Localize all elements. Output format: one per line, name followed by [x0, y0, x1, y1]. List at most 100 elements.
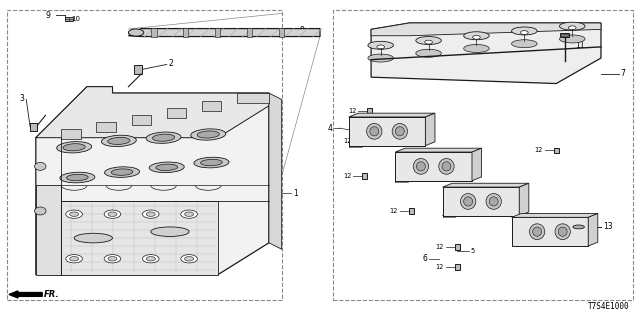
Ellipse shape	[108, 137, 130, 144]
Text: 12: 12	[348, 108, 356, 114]
Circle shape	[180, 210, 197, 218]
Circle shape	[66, 255, 83, 263]
Ellipse shape	[442, 162, 451, 171]
Bar	[152, 28, 157, 37]
Circle shape	[104, 210, 121, 218]
Bar	[247, 28, 252, 37]
Polygon shape	[349, 113, 435, 117]
Ellipse shape	[60, 172, 95, 183]
Ellipse shape	[511, 40, 537, 48]
Circle shape	[70, 212, 79, 216]
Ellipse shape	[464, 197, 472, 206]
Polygon shape	[202, 101, 221, 111]
Ellipse shape	[367, 124, 382, 139]
Circle shape	[184, 257, 193, 261]
Text: 3: 3	[19, 94, 24, 103]
Bar	[349, 117, 426, 146]
Bar	[561, 34, 568, 36]
Ellipse shape	[146, 132, 181, 143]
Circle shape	[147, 212, 156, 216]
Text: 10: 10	[71, 16, 80, 22]
Bar	[362, 173, 367, 179]
Ellipse shape	[558, 227, 567, 236]
Circle shape	[180, 255, 197, 263]
Ellipse shape	[486, 194, 501, 209]
Ellipse shape	[104, 167, 140, 177]
Ellipse shape	[392, 124, 408, 139]
Polygon shape	[371, 23, 601, 84]
Bar	[134, 65, 142, 74]
Circle shape	[108, 212, 117, 216]
Ellipse shape	[489, 197, 498, 206]
Circle shape	[143, 255, 159, 263]
Ellipse shape	[156, 164, 177, 171]
Polygon shape	[61, 129, 81, 139]
Ellipse shape	[461, 194, 476, 209]
Bar	[443, 187, 519, 216]
Circle shape	[377, 45, 385, 49]
Circle shape	[143, 210, 159, 218]
Circle shape	[147, 257, 156, 261]
Text: 8: 8	[300, 26, 304, 35]
Bar	[367, 108, 372, 114]
Ellipse shape	[63, 144, 85, 151]
Circle shape	[104, 255, 121, 263]
Text: T7S4E1000: T7S4E1000	[588, 302, 630, 311]
Circle shape	[568, 26, 576, 30]
Text: 5: 5	[455, 212, 459, 218]
Text: 12: 12	[390, 208, 398, 214]
Ellipse shape	[151, 227, 189, 236]
Polygon shape	[426, 113, 435, 146]
Polygon shape	[519, 183, 529, 216]
Polygon shape	[61, 201, 218, 275]
Text: 12: 12	[343, 173, 351, 179]
Polygon shape	[237, 93, 269, 103]
Ellipse shape	[417, 162, 426, 171]
Text: 4: 4	[327, 124, 332, 132]
Bar	[333, 10, 633, 300]
Ellipse shape	[111, 169, 133, 175]
Ellipse shape	[101, 135, 136, 147]
Ellipse shape	[194, 157, 229, 168]
Text: 12: 12	[435, 264, 444, 270]
Text: FR.: FR.	[44, 290, 60, 299]
Ellipse shape	[555, 224, 570, 240]
Ellipse shape	[416, 49, 442, 57]
Polygon shape	[167, 108, 186, 118]
Bar	[455, 264, 460, 270]
Ellipse shape	[439, 158, 454, 174]
Ellipse shape	[197, 131, 220, 138]
Polygon shape	[9, 291, 42, 298]
Text: 6: 6	[422, 254, 428, 263]
Ellipse shape	[396, 127, 404, 136]
Circle shape	[66, 210, 83, 218]
Text: 12: 12	[343, 138, 351, 144]
Polygon shape	[371, 23, 601, 36]
Text: 5: 5	[362, 142, 365, 148]
Polygon shape	[443, 183, 529, 187]
Polygon shape	[511, 213, 598, 217]
Text: 5: 5	[470, 248, 474, 254]
Text: 2: 2	[169, 59, 173, 68]
Text: 9: 9	[45, 11, 51, 20]
Circle shape	[425, 40, 433, 44]
Bar	[409, 208, 414, 214]
Ellipse shape	[67, 174, 88, 181]
Ellipse shape	[413, 158, 429, 174]
Polygon shape	[129, 28, 320, 36]
Ellipse shape	[200, 159, 222, 166]
Bar	[396, 152, 472, 181]
Ellipse shape	[559, 22, 585, 30]
Bar	[554, 148, 559, 153]
Circle shape	[520, 31, 528, 35]
Ellipse shape	[149, 162, 184, 172]
Ellipse shape	[74, 233, 113, 243]
Bar	[7, 10, 282, 300]
Ellipse shape	[573, 225, 584, 229]
Circle shape	[70, 257, 79, 261]
Polygon shape	[36, 186, 61, 275]
Polygon shape	[97, 122, 116, 132]
Bar	[279, 28, 284, 37]
Polygon shape	[36, 87, 269, 275]
Ellipse shape	[57, 142, 92, 153]
